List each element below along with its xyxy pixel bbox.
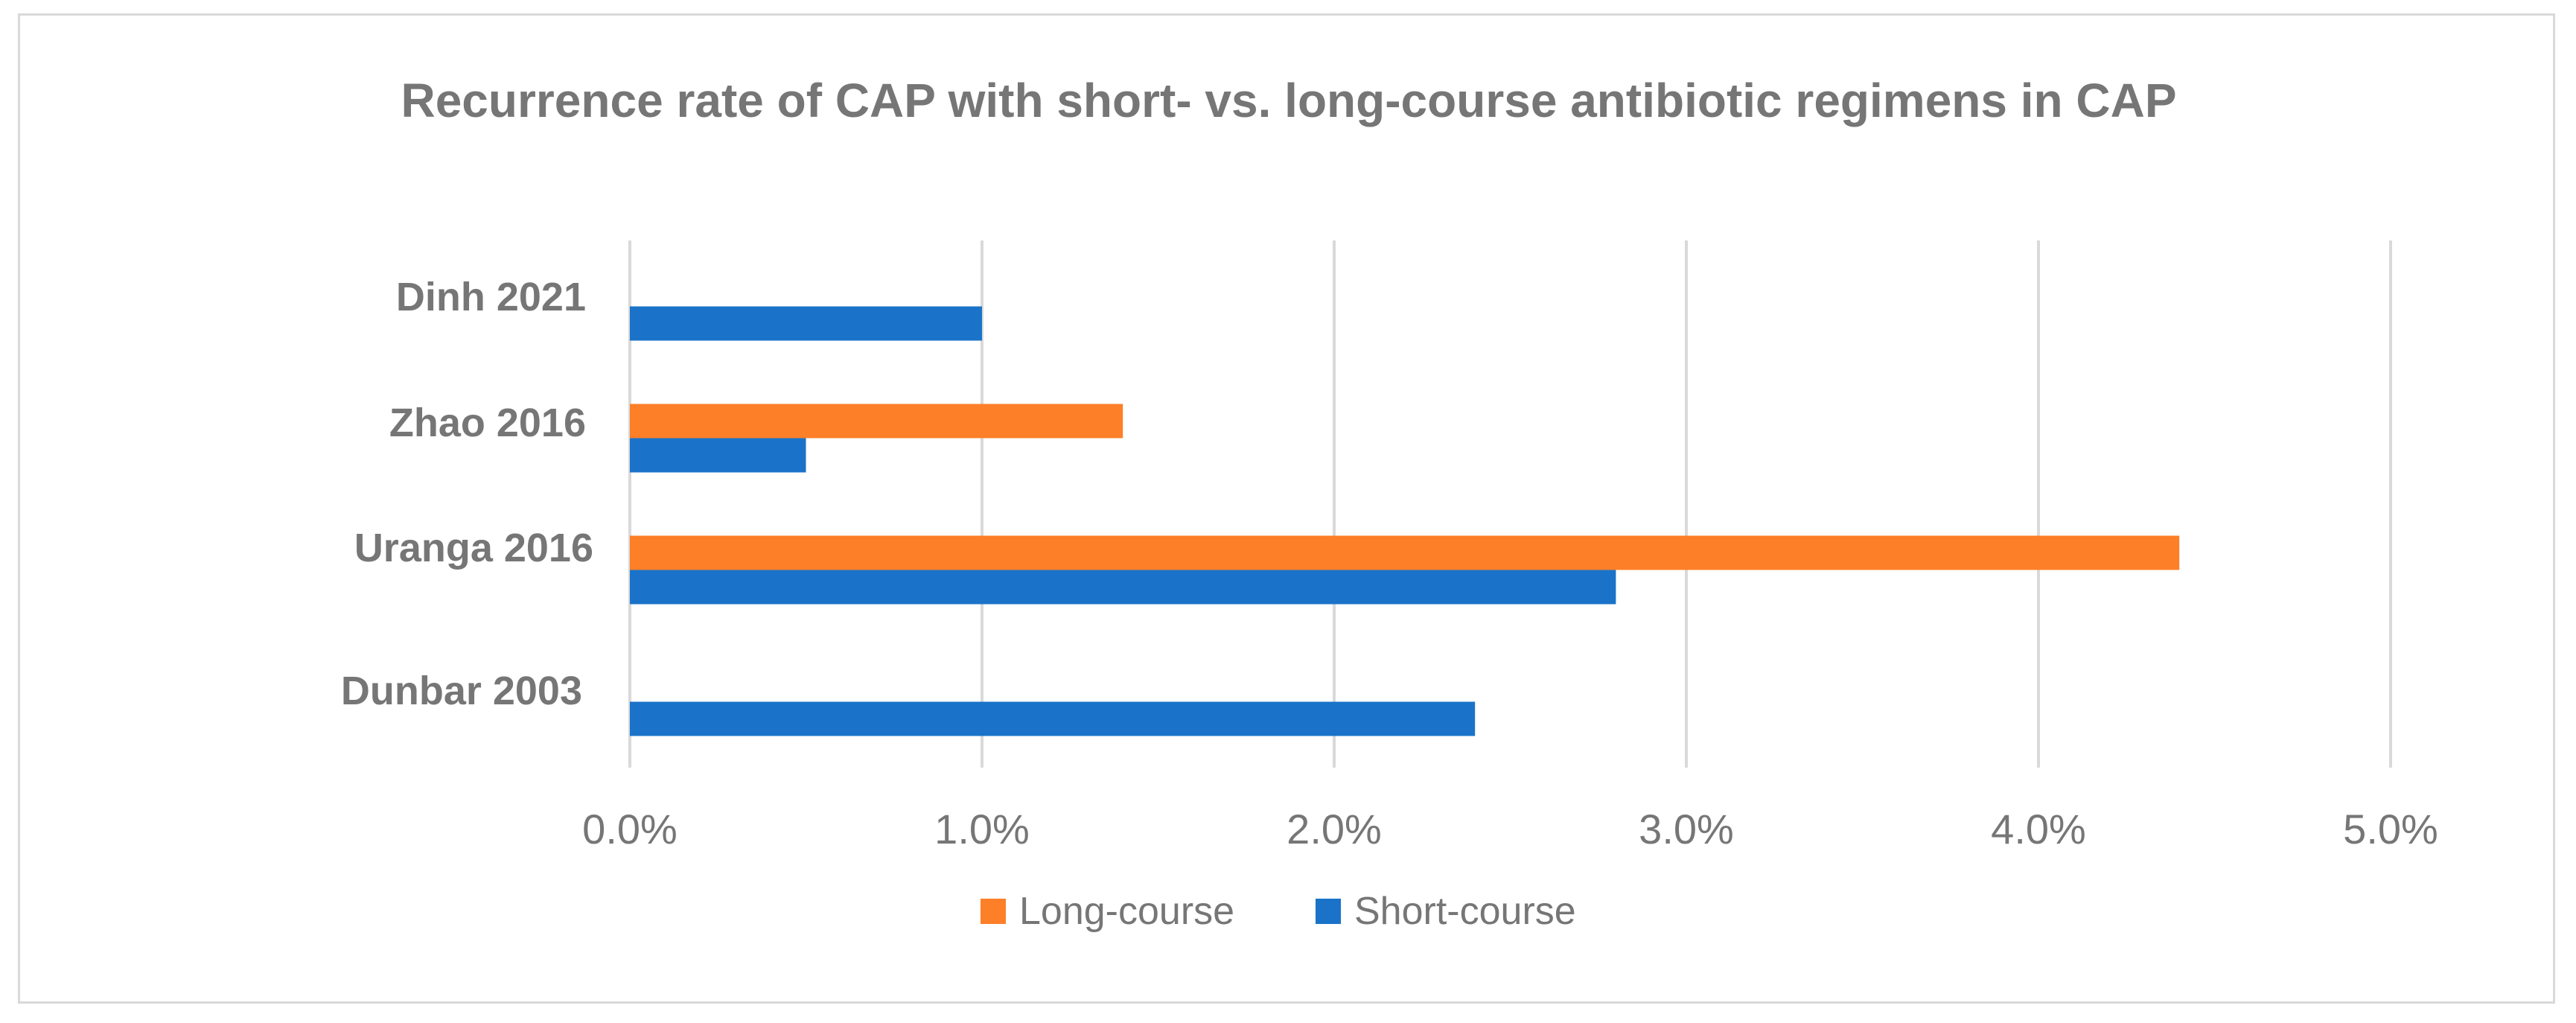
legend-label-long-course: Long-course <box>1019 890 1234 933</box>
bar-short-course-0 <box>630 306 982 341</box>
x-tick-label: 0.0% <box>582 806 678 852</box>
x-tick-label: 4.0% <box>1991 806 2086 852</box>
x-tick-label: 3.0% <box>1639 806 1734 852</box>
bar-long-course-1 <box>630 404 1123 439</box>
x-tick-labels: 0.0% 1.0% 2.0% 3.0% 4.0% 5.0% <box>582 806 2438 852</box>
category-label: Uranga 2016 <box>354 526 593 570</box>
x-tick-label: 2.0% <box>1287 806 1382 852</box>
category-label: Dunbar 2003 <box>341 669 582 713</box>
category-label: Dinh 2021 <box>396 275 586 319</box>
legend-label-short-course: Short-course <box>1354 890 1576 933</box>
chart-svg: Recurrence rate of CAP with short- vs. l… <box>341 74 2438 933</box>
legend: Long-course Short-course <box>981 890 1576 933</box>
chart-frame: Recurrence rate of CAP with short- vs. l… <box>18 13 2555 1004</box>
category-labels: Dinh 2021 Zhao 2016 Uranga 2016 Dunbar 2003 <box>341 275 593 713</box>
x-tick-label: 5.0% <box>2343 806 2438 852</box>
bar-long-course-2 <box>630 535 2180 570</box>
bars <box>630 306 2180 736</box>
bar-short-course-1 <box>630 438 806 473</box>
category-label: Zhao 2016 <box>389 401 586 445</box>
bar-short-course-3 <box>630 701 1476 736</box>
bar-short-course-2 <box>630 570 1616 605</box>
legend-swatch-short-course <box>1316 899 1341 924</box>
x-tick-label: 1.0% <box>934 806 1030 852</box>
chart-title: Recurrence rate of CAP with short- vs. l… <box>401 74 2176 127</box>
legend-swatch-long-course <box>981 899 1006 924</box>
